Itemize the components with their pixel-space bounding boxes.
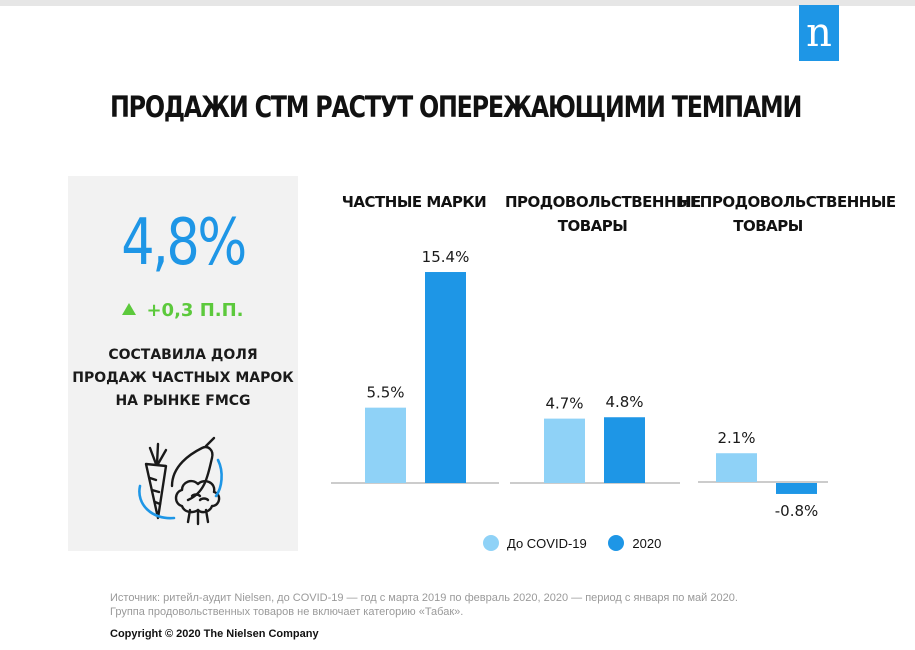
category-title-line: ТОВАРЫ bbox=[733, 217, 803, 235]
kpi-description-line: СОСТАВИЛА ДОЛЯ bbox=[108, 347, 258, 363]
bar bbox=[776, 483, 817, 494]
bar-value-label: 4.7% bbox=[545, 395, 583, 413]
legend-item-pre-covid: До COVID-19 bbox=[483, 535, 587, 551]
top-bar bbox=[0, 0, 915, 6]
kpi-description: СОСТАВИЛА ДОЛЯ ПРОДАЖ ЧАСТНЫХ МАРОК НА Р… bbox=[68, 344, 298, 413]
produce-icon bbox=[138, 436, 223, 526]
category-title-line: НЕПРОДОВОЛЬСТВЕННЫЕ bbox=[678, 193, 896, 211]
nielsen-logo: n bbox=[799, 5, 839, 61]
legend-label: До COVID-19 bbox=[507, 535, 587, 551]
copyright: Copyright © 2020 The Nielsen Company bbox=[110, 628, 319, 640]
category-title: ЧАСТНЫЕ МАРКИ bbox=[330, 190, 498, 214]
up-arrow-icon bbox=[122, 303, 137, 315]
bar bbox=[604, 417, 645, 483]
legend-item-2020: 2020 bbox=[608, 535, 661, 551]
bar-value-label: 5.5% bbox=[366, 384, 404, 402]
bar bbox=[425, 272, 466, 483]
kpi-value: 4,8% bbox=[121, 206, 247, 280]
bar-value-label: 15.4% bbox=[422, 248, 470, 266]
bar-value-label: -0.8% bbox=[775, 502, 819, 520]
category-title-line: ЧАСТНЫЕ МАРКИ bbox=[341, 193, 487, 211]
legend-label: 2020 bbox=[632, 535, 662, 551]
bar bbox=[365, 407, 406, 483]
kpi-card: 4,8% +0,3 П.П. СОСТАВИЛА ДОЛЯ ПРОДАЖ ЧАС… bbox=[68, 176, 298, 551]
bar bbox=[716, 453, 757, 482]
source-line: Источник: ритейл-аудит Nielsen, до COVID… bbox=[110, 592, 738, 604]
source-line: Группа продовольственных товаров не вклю… bbox=[110, 606, 464, 618]
legend-swatch bbox=[483, 535, 499, 551]
bar bbox=[544, 418, 585, 483]
category-title-line: ПРОДОВОЛЬСТВЕННЫЕ bbox=[505, 193, 701, 211]
chart-legend: До COVID-19 2020 bbox=[483, 535, 679, 554]
bar-value-label: 4.8% bbox=[605, 393, 643, 411]
category-title-line: ТОВАРЫ bbox=[557, 217, 628, 235]
kpi-description-line: НА РЫНКЕ FMCG bbox=[115, 393, 251, 409]
source-note: Источник: ритейл-аудит Nielsen, до COVID… bbox=[110, 591, 870, 619]
legend-swatch bbox=[608, 535, 625, 551]
category-title: НЕПРОДОВОЛЬСТВЕННЫЕ ТОВАРЫ bbox=[678, 190, 896, 238]
bar-value-label: 2.1% bbox=[717, 429, 755, 447]
category-title: ПРОДОВОЛЬСТВЕННЫЕ ТОВАРЫ bbox=[505, 190, 701, 238]
kpi-description-line: ПРОДАЖ ЧАСТНЫХ МАРОК bbox=[72, 370, 294, 386]
kpi-delta-text: +0,3 П.П. bbox=[146, 300, 244, 321]
kpi-delta: +0,3 П.П. bbox=[68, 300, 298, 321]
